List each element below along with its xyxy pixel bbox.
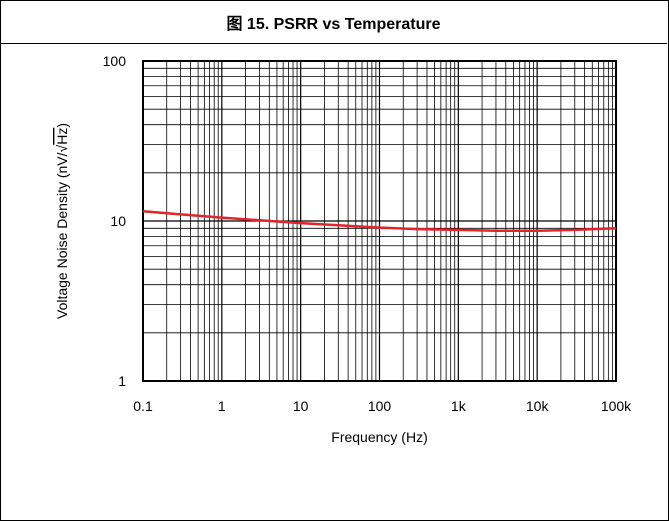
series-line-0 [142,210,617,232]
chart-title: 图 15. PSRR vs Temperature [0,0,667,44]
y-tick-label: 10 [110,213,126,229]
x-tick-label: 100k [601,398,632,414]
y-tick-label: 1 [118,373,126,389]
x-tick-label: 10k [526,398,550,414]
tick-labels: 0.1 1 10 100 1k 10k 100k 1 10 100 [103,53,633,414]
y-axis-label: Voltage Noise Density (nV/√Hz) [54,123,70,319]
x-tick-label: 1 [218,398,226,414]
grid [143,61,616,381]
y-tick-label: 100 [103,53,127,69]
series-layer [142,210,617,232]
x-tick-label: 100 [368,398,392,414]
x-tick-label: 10 [293,398,309,414]
x-tick-label: 0.1 [133,398,153,414]
x-tick-label: 1k [451,398,467,414]
x-axis-label: Frequency (Hz) [331,429,427,445]
plot-border [142,60,617,382]
